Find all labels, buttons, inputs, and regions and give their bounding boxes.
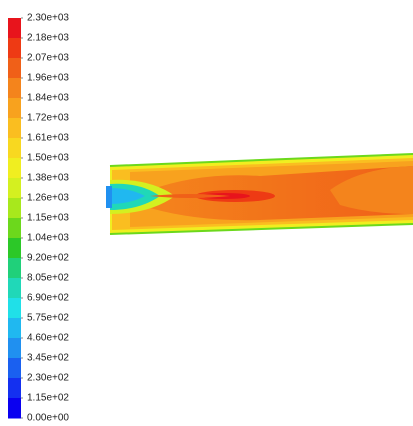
colorbar-tick-label: 1.15e+02: [27, 393, 69, 404]
colorbar-swatch: [8, 138, 21, 159]
colorbar-tick-label: 1.72e+03: [27, 113, 69, 124]
colorbar-swatch: [8, 338, 21, 359]
colorbar-swatch: [8, 358, 21, 379]
colorbar-swatch: [8, 218, 21, 239]
colorbar-tick-label: 1.15e+03: [27, 213, 69, 224]
colorbar-swatch: [8, 118, 21, 139]
colorbar-tick-label: 6.90e+02: [27, 293, 69, 304]
colorbar-swatch: [8, 158, 21, 179]
colorbar-swatch: [8, 378, 21, 399]
colorbar-swatch: [8, 318, 21, 339]
colorbar-tick-label: 3.45e+02: [27, 353, 69, 364]
colorbar-swatch: [8, 198, 21, 219]
colorbar-swatch: [8, 98, 21, 119]
colorbar-tick-label: 9.20e+02: [27, 253, 69, 264]
colorbar-tick-label: 0.00e+00: [27, 413, 69, 424]
colorbar-swatch: [8, 178, 21, 199]
colorbar-tick-label: 2.18e+03: [27, 33, 69, 44]
colorbar-tick-label: 1.61e+03: [27, 133, 69, 144]
colorbar-tick-label: 1.96e+03: [27, 73, 69, 84]
colorbar-swatch: [8, 278, 21, 299]
colorbar-tick-label: 1.26e+03: [27, 193, 69, 204]
colorbar-swatch: [8, 398, 21, 419]
colorbar-tick-label: 4.60e+02: [27, 333, 69, 344]
colorbar-tick-label: 5.75e+02: [27, 313, 69, 324]
colorbar-tick-label: 1.38e+03: [27, 173, 69, 184]
colorbar-tick-label: 1.04e+03: [27, 233, 69, 244]
colorbar-tick-label: 2.07e+03: [27, 53, 69, 64]
colorbar-swatch: [8, 18, 21, 39]
flow-domain: [106, 153, 413, 235]
colorbar: 2.30e+03 2.18e+03 2.07e+03 1.96e+03 1.84e+03…: [8, 13, 69, 424]
colorbar-swatch: [8, 238, 21, 259]
colorbar-tick-label: 2.30e+02: [27, 373, 69, 384]
colorbar-swatch: [8, 38, 21, 59]
colorbar-tick-label: 1.50e+03: [27, 153, 69, 164]
colorbar-swatch: [8, 258, 21, 279]
colorbar-tick-label: 8.05e+02: [27, 273, 69, 284]
colorbar-swatch: [8, 58, 21, 79]
colorbar-swatch: [8, 78, 21, 99]
colorbar-tick-label: 1.84e+03: [27, 93, 69, 104]
colorbar-swatch: [8, 298, 21, 319]
colorbar-tick-label: 2.30e+03: [27, 13, 69, 24]
